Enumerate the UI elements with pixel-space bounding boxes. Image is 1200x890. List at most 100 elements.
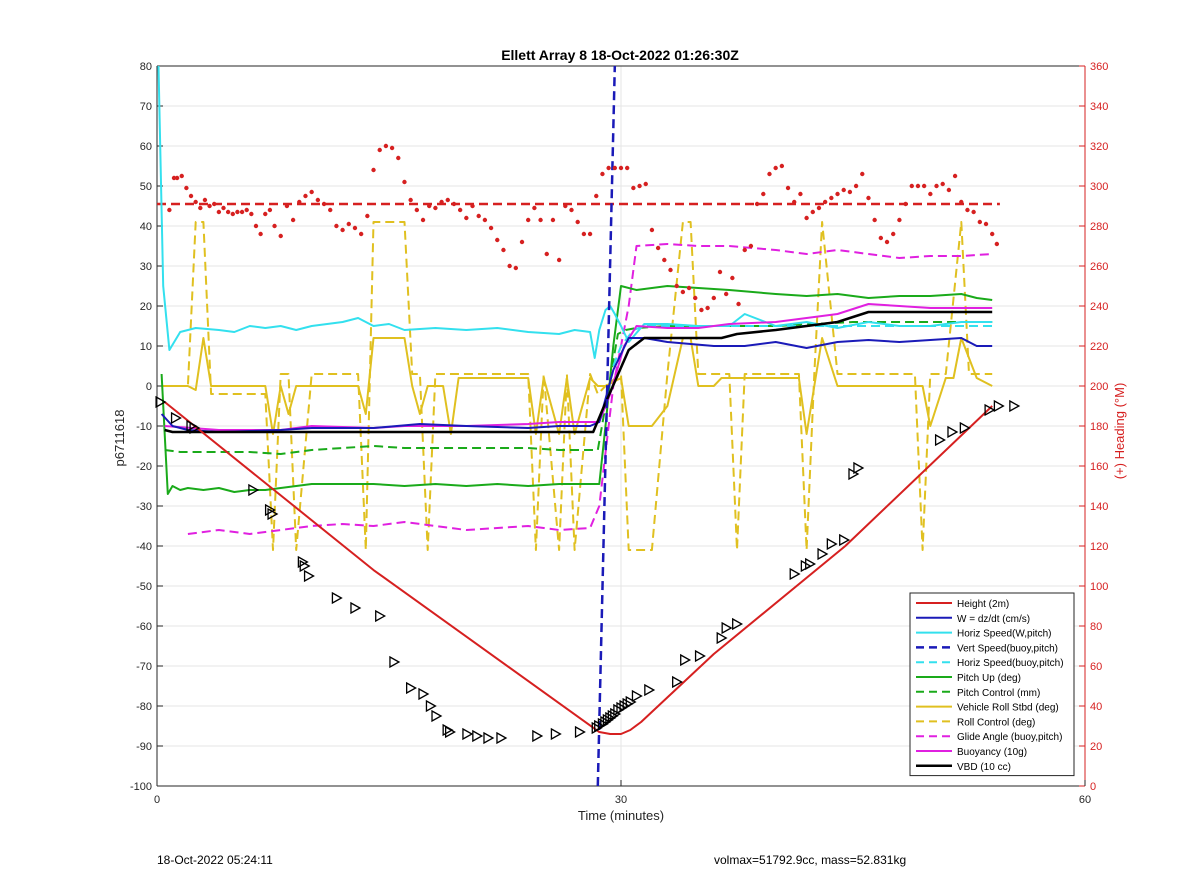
heading-point: [482, 217, 488, 223]
height-marker: [532, 729, 544, 743]
height-marker: [680, 653, 692, 667]
height-marker: [550, 727, 562, 741]
height-marker: [389, 655, 401, 669]
height-marker: [934, 433, 946, 447]
heading-point: [668, 267, 673, 273]
heading-point: [188, 193, 194, 199]
series-line-vbd-10-cc: [164, 310, 993, 434]
heading-point: [569, 207, 574, 213]
height-marker: [1009, 399, 1021, 413]
height-marker: [189, 421, 201, 435]
series-line-horiz-speed-w-pitch: [157, 66, 993, 359]
height-marker: [431, 709, 443, 723]
heading-point: [371, 167, 376, 173]
y-tick-label: -50: [136, 581, 152, 593]
height-marker: [574, 725, 586, 739]
height-marker: [732, 617, 744, 631]
heading-point: [315, 197, 321, 203]
y2-tick-label: 60: [1090, 661, 1102, 673]
heading-point: [389, 145, 395, 151]
legend-label-vert-speed-buoy-pitch: Vert Speed(buoy,pitch): [957, 643, 1058, 654]
y-tick-label: -90: [136, 741, 152, 753]
heading-point: [556, 257, 562, 263]
heading-point: [798, 191, 803, 197]
series-line-w-dz-dt-cm-s: [160, 337, 993, 433]
y-tick-label: -100: [130, 781, 152, 793]
heading-point: [643, 181, 648, 187]
y2-tick-label: 160: [1090, 461, 1108, 473]
heading-point: [959, 199, 964, 205]
heading-point: [829, 195, 834, 201]
heading-point: [816, 205, 822, 211]
heading-point: [940, 181, 945, 187]
heading-point: [550, 217, 556, 223]
heading-point: [358, 231, 364, 237]
heading-point: [587, 231, 593, 237]
series-line-horiz-speed-buoy-pitch: [612, 325, 993, 367]
heading-point: [249, 211, 254, 217]
heading-point: [309, 189, 314, 195]
heading-point: [742, 247, 747, 253]
height-marker: [853, 461, 865, 475]
heading-point: [686, 285, 692, 291]
height-marker: [267, 507, 279, 521]
height-marker: [789, 567, 801, 581]
legend-label-horiz-speed-buoy-pitch: Horiz Speed(buoy,pitch): [957, 658, 1064, 669]
heading-point: [507, 263, 512, 269]
height-marker: [444, 725, 456, 739]
heading-point: [263, 211, 268, 217]
y-tick-label: -40: [136, 541, 152, 553]
heading-point: [216, 209, 222, 215]
height-marker: [984, 403, 996, 417]
height-marker: [406, 681, 417, 695]
heading-point: [284, 203, 290, 209]
heading-point: [184, 185, 189, 191]
heading-point: [581, 231, 587, 237]
heading-point: [928, 191, 933, 197]
y2-tick-label: 80: [1090, 621, 1102, 633]
y-tick-label: -30: [136, 501, 152, 513]
height-marker: [610, 707, 622, 721]
heading-point: [835, 191, 840, 197]
heading-point: [179, 173, 184, 179]
heading-point: [488, 225, 494, 231]
heading-point: [272, 223, 277, 229]
heading-point: [235, 209, 240, 215]
heading-point: [402, 179, 407, 185]
heading-point: [853, 183, 859, 189]
heading-point: [427, 203, 432, 209]
legend-label-roll-control-deg: Roll Control (deg): [957, 717, 1035, 728]
heading-point: [637, 183, 642, 189]
height-marker: [297, 555, 309, 569]
heading-point: [594, 193, 599, 199]
heading-point: [761, 191, 766, 197]
y2-tick-label: 20: [1090, 741, 1102, 753]
heading-point: [990, 231, 995, 237]
x-tick-label: 0: [154, 794, 160, 806]
legend-label-w-dz-dt-cm-s: W = dz/dt (cm/s): [957, 614, 1030, 625]
y-tick-label: -70: [136, 661, 152, 673]
series-line-glide-angle-buoy-pitch: [187, 243, 993, 535]
heading-point: [445, 197, 450, 203]
heading-point: [544, 251, 549, 257]
y-tick-label: 40: [140, 221, 152, 233]
heading-point: [822, 199, 828, 205]
y-tick-label: 0: [146, 381, 152, 393]
height-marker: [264, 503, 276, 517]
heading-point: [501, 247, 506, 253]
legend-label-height-2m: Height (2m): [957, 599, 1009, 610]
height-marker: [331, 591, 343, 605]
heading-point: [921, 183, 927, 189]
heading-point: [470, 203, 475, 209]
heading-point: [779, 163, 785, 169]
heading-point: [414, 207, 420, 213]
heading-point: [860, 171, 865, 177]
y-tick-label: 10: [140, 341, 152, 353]
heading-point: [212, 201, 217, 207]
heading-point: [971, 209, 976, 215]
heading-point: [290, 217, 296, 223]
heading-point: [526, 217, 531, 223]
heading-point: [408, 197, 413, 203]
y2-tick-label: 360: [1090, 61, 1108, 73]
heading-point: [340, 227, 345, 233]
